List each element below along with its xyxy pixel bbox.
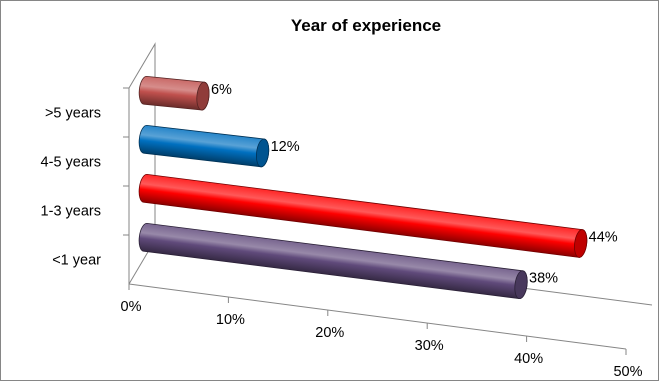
x-tick-label: 30% xyxy=(415,338,444,354)
y-category-label: 1-3 years xyxy=(41,204,101,220)
data-label: 6% xyxy=(211,82,232,98)
bar-series xyxy=(138,75,588,300)
bar-body xyxy=(138,124,270,168)
x-tick-label: 50% xyxy=(613,364,642,380)
data-label: 44% xyxy=(589,230,618,246)
y-category-label: 4-5 years xyxy=(41,155,101,171)
chart-title: Year of experience xyxy=(291,16,441,35)
bar-end-cap xyxy=(256,138,270,168)
data-labels: 6% 12% 44% 38% xyxy=(211,82,618,287)
bar xyxy=(138,124,270,168)
y-category-label: >5 years xyxy=(45,106,101,122)
bar xyxy=(138,174,588,258)
bar-end-cap xyxy=(574,229,588,258)
y-category-label: <1 year xyxy=(52,253,101,269)
data-label: 38% xyxy=(529,271,558,287)
data-label: 12% xyxy=(271,139,300,155)
chart-floor xyxy=(129,240,652,349)
x-tick-label: 40% xyxy=(514,351,543,367)
y-axis: >5 years 4-5 years 1-3 years <1 year xyxy=(41,87,130,284)
x-tick-label: 20% xyxy=(315,325,344,341)
x-tick-label: 10% xyxy=(216,312,245,328)
bar-end-cap xyxy=(196,81,210,111)
bar xyxy=(138,75,210,111)
x-axis-line xyxy=(128,283,627,350)
x-axis: 0% 10% 20% 30% 40% 50% xyxy=(121,283,643,380)
bar xyxy=(138,223,528,300)
floor-plane xyxy=(129,240,652,349)
x-tick-label: 0% xyxy=(121,299,142,315)
bar-end-cap xyxy=(514,270,528,300)
